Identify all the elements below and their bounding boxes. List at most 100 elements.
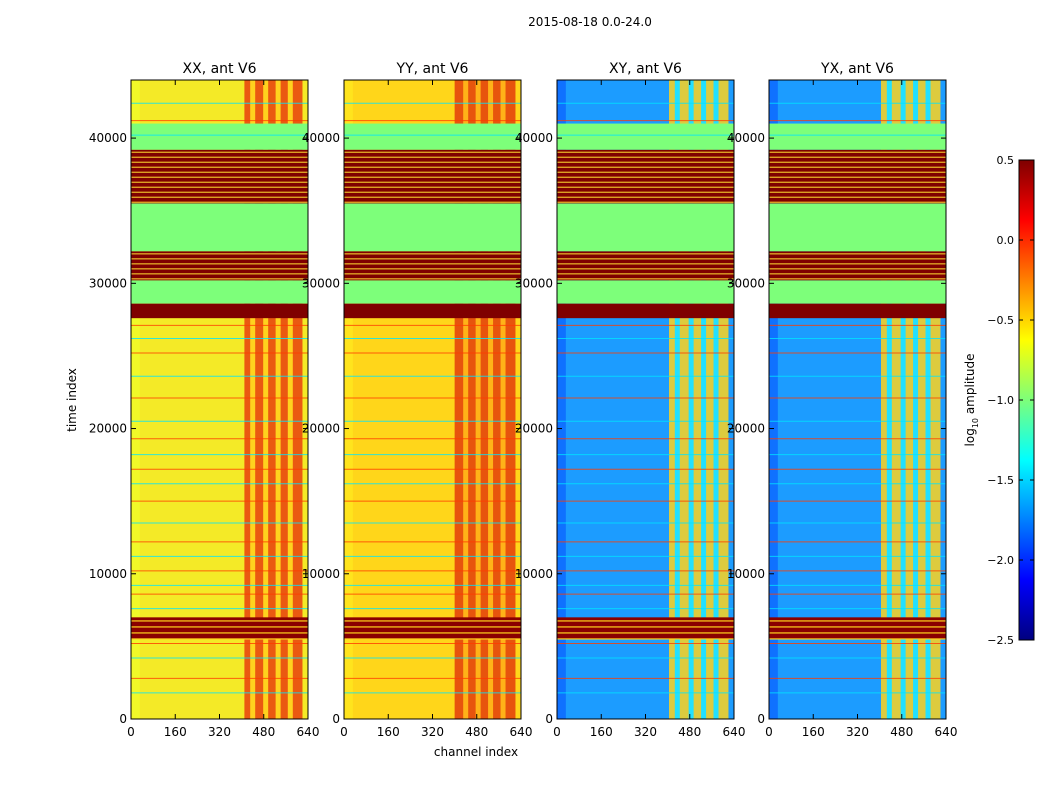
x-tick-label: 640 <box>510 725 533 739</box>
heatmap-stripe <box>701 80 707 719</box>
heatmap-band-stripe <box>769 181 946 183</box>
heatmap-flag-band-stripe <box>131 638 308 640</box>
heatmap-band-stripe <box>557 263 734 265</box>
x-tick-label: 320 <box>846 725 869 739</box>
heatmap-time-band <box>344 123 521 150</box>
heatmap-flag-band-stripe <box>131 632 308 634</box>
y-tick-label: 20000 <box>727 422 765 436</box>
heatmap-time-band <box>557 123 734 150</box>
heatmap-stripe <box>688 80 694 719</box>
x-tick-label: 160 <box>164 725 187 739</box>
x-tick-label: 160 <box>802 725 825 739</box>
heatmap-band-stripe <box>344 186 521 188</box>
heatmap-flag-band-stripe <box>344 620 521 622</box>
heatmap-band-stripe <box>769 186 946 188</box>
heatmap-stripe <box>463 80 469 719</box>
heatmap-band-stripe <box>131 196 308 198</box>
heatmap-time-band <box>769 303 946 319</box>
heatmap-flag-band-stripe <box>557 632 734 634</box>
heatmap-time-band <box>557 251 734 281</box>
heatmap-stripe <box>925 80 931 719</box>
panel-title: XX, ant V6 <box>183 61 257 77</box>
x-tick-label: 0 <box>765 725 773 739</box>
heatmap-band-stripe <box>344 151 521 153</box>
heatmap-stripe <box>275 80 281 719</box>
y-tick-label: 40000 <box>302 131 340 145</box>
heatmap-band-stripe <box>769 176 946 178</box>
heatmap-flag-band-stripe <box>344 626 521 628</box>
y-tick-label: 30000 <box>302 276 340 290</box>
y-tick-label: 0 <box>757 712 765 726</box>
x-tick-label: 480 <box>678 725 701 739</box>
panels: XX, ant V6 0 160 320 480 640 0 10000 20000 30000 4… <box>89 61 958 739</box>
heatmap-flag-band-stripe <box>769 620 946 622</box>
heatmap-band-stripe <box>557 253 734 255</box>
heatmap-band-stripe <box>131 263 308 265</box>
heatmap-band-stripe <box>131 171 308 173</box>
heatmap-flag-band-stripe <box>131 620 308 622</box>
heatmap-time-band <box>344 203 521 252</box>
heatmap-stripe <box>674 80 680 719</box>
heatmap-edge <box>131 80 140 719</box>
heatmap-time-band <box>344 303 521 319</box>
heatmap-stripe <box>287 80 293 719</box>
heatmap-band-stripe <box>131 268 308 270</box>
heatmap-edge <box>344 80 353 719</box>
heatmap-time-band <box>344 251 521 281</box>
heatmap-time-band <box>557 203 734 252</box>
heatmap-time-band <box>769 149 946 204</box>
heatmap-band-stripe <box>557 186 734 188</box>
heatmap-band-stripe <box>769 161 946 163</box>
heatmap-time-band <box>769 123 946 150</box>
heatmap-time-band <box>131 303 308 319</box>
heatmap-time-band <box>131 280 308 304</box>
heatmap-band-stripe <box>769 166 946 168</box>
heatmap-band-stripe <box>769 151 946 153</box>
y-tick-label: 10000 <box>515 567 553 581</box>
colorbar-tick-label: −1.0 <box>987 394 1014 407</box>
heatmap-band-stripe <box>131 253 308 255</box>
y-tick-label: 30000 <box>515 276 553 290</box>
x-tick-label: 640 <box>297 725 320 739</box>
panel-2: YY, ant V6 0 160 320 480 640 0 10000 20000 30000 4… <box>302 61 533 739</box>
heatmap-flag-band-stripe <box>344 638 521 640</box>
heatmap-band-stripe <box>557 166 734 168</box>
heatmap-band-stripe <box>344 181 521 183</box>
x-tick-label: 0 <box>127 725 135 739</box>
panel-title: YY, ant V6 <box>396 61 469 77</box>
x-tick-label: 320 <box>421 725 444 739</box>
heatmap-band-stripe <box>769 156 946 158</box>
heatmap-flag-band-stripe <box>769 632 946 634</box>
heatmap-stripe <box>886 80 892 719</box>
heatmap-flag-band-stripe <box>557 620 734 622</box>
colorbar-tick-label: −2.0 <box>987 554 1014 567</box>
y-tick-label: 10000 <box>89 567 127 581</box>
heatmap-edge <box>557 80 566 719</box>
colorbar-tick-label: −2.5 <box>987 634 1014 647</box>
heatmap-time-band <box>131 251 308 281</box>
heatmap-time-band <box>557 149 734 204</box>
heatmap-band-stripe <box>131 258 308 260</box>
heatmap-stripe <box>263 80 269 719</box>
heatmap-flag-band-stripe <box>344 632 521 634</box>
heatmap-band-stripe <box>131 273 308 275</box>
heatmap-band-stripe <box>131 156 308 158</box>
heatmap-time-band <box>344 149 521 204</box>
heatmap-time-band <box>769 203 946 252</box>
heatmap-band-stripe <box>131 151 308 153</box>
heatmap-band-stripe <box>344 258 521 260</box>
heatmap-flag-band-stripe <box>769 626 946 628</box>
heatmap-band-stripe <box>344 156 521 158</box>
heatmap-band-stripe <box>344 273 521 275</box>
heatmap-time-band <box>557 280 734 304</box>
heatmap-band-stripe <box>557 181 734 183</box>
x-tick-label: 0 <box>340 725 348 739</box>
heatmap-band-stripe <box>557 176 734 178</box>
panel-title: XY, ant V6 <box>609 61 682 77</box>
colorbar-tick-label: 0.5 <box>997 154 1015 167</box>
y-tick-label: 40000 <box>727 131 765 145</box>
heatmap-band-stripe <box>557 268 734 270</box>
y-tick-label: 20000 <box>89 422 127 436</box>
figure-suptitle: 2015-08-18 0.0-24.0 <box>528 15 652 29</box>
heatmap-band-stripe <box>344 176 521 178</box>
